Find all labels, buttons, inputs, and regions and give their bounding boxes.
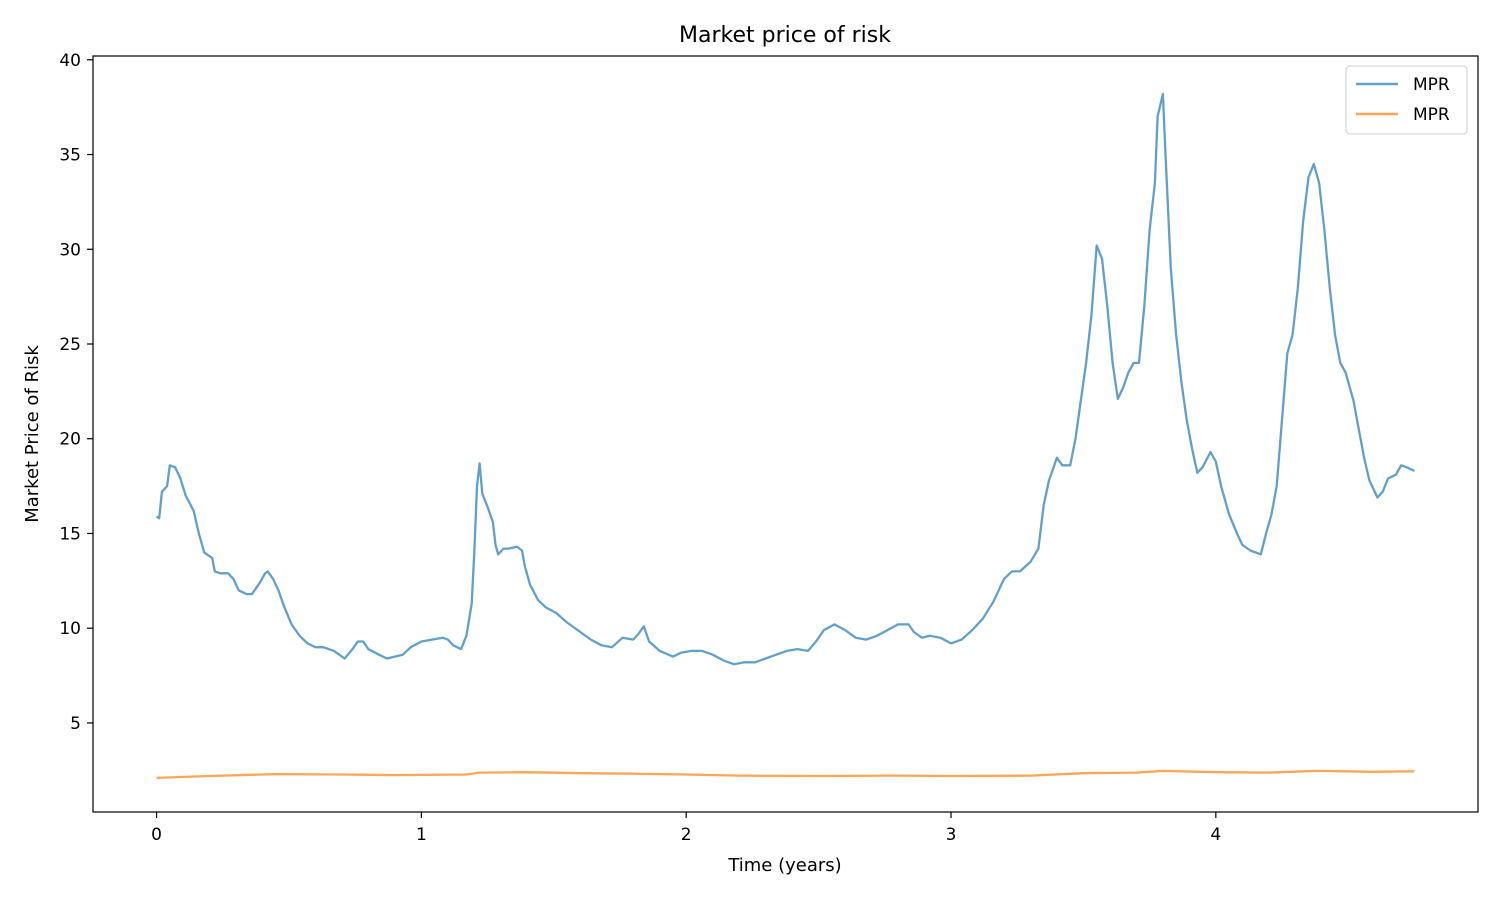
chart-title: Market price of risk <box>679 23 891 48</box>
x-tick-label: 0 <box>151 825 162 845</box>
y-tick-label: 15 <box>59 524 81 544</box>
y-tick-label: 5 <box>70 714 81 734</box>
y-tick-label: 10 <box>59 619 81 639</box>
legend-label-mpr-orange: MPR <box>1413 105 1450 125</box>
x-tick-label: 2 <box>681 825 692 845</box>
y-tick-label: 20 <box>59 430 81 450</box>
x-tick-label: 1 <box>416 825 427 845</box>
series-line-mpr-blue <box>155 92 1415 666</box>
y-tick-label: 30 <box>59 240 81 260</box>
y-axis: 5 10 15 20 25 30 35 40 <box>59 51 93 734</box>
plot-frame <box>92 55 1479 813</box>
x-tick-label: 4 <box>1210 825 1221 845</box>
y-axis-label: Market Price of Risk <box>22 345 43 523</box>
series-layer <box>155 92 1415 780</box>
y-tick-label: 40 <box>59 51 81 71</box>
legend-label-mpr-blue: MPR <box>1413 75 1450 95</box>
series-line-mpr-orange <box>156 769 1415 780</box>
x-axis: 0 1 2 3 4 <box>151 812 1221 845</box>
y-tick-label: 35 <box>59 146 81 166</box>
plot-area <box>93 56 1478 812</box>
x-tick-label: 3 <box>946 825 957 845</box>
x-axis-label: Time (years) <box>727 855 841 876</box>
y-tick-label: 25 <box>59 335 81 355</box>
legend: MPR MPR <box>1345 65 1468 135</box>
